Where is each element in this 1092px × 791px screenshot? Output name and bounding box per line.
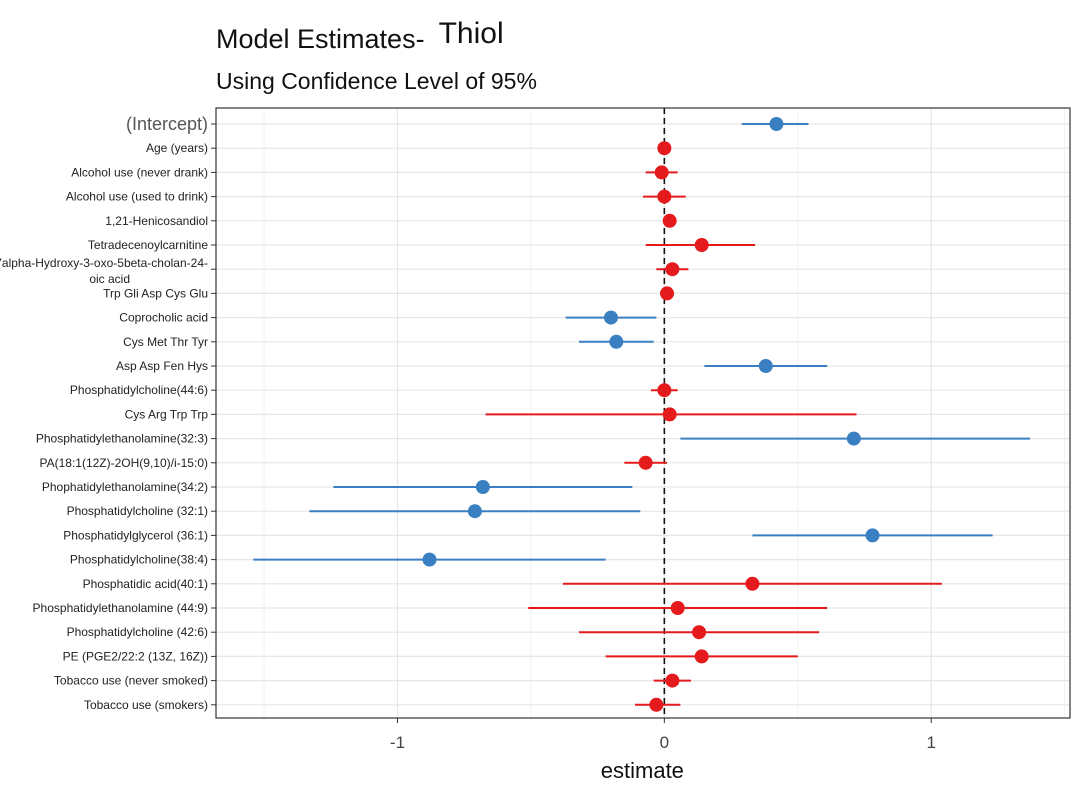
- y-tick-label: Phophatidylethanolamine(34:2): [42, 480, 208, 494]
- y-tick-label: Age (years): [146, 141, 208, 155]
- estimate-point: [654, 165, 669, 180]
- x-tick-label: -1: [390, 733, 405, 752]
- estimate-point: [769, 117, 784, 131]
- estimate-point: [657, 383, 672, 398]
- chart-title: Model Estimates- Thiol: [216, 17, 504, 56]
- estimate-point: [467, 504, 482, 519]
- y-tick-label: Alcohol use (never drank): [71, 165, 208, 179]
- estimate-point: [758, 359, 773, 373]
- y-tick-label: PE (PGE2/22:2 (13Z, 16Z)): [63, 649, 208, 663]
- estimate-point: [660, 286, 675, 301]
- y-tick-label: Phosphatidylethanolamine(32:3): [36, 432, 208, 446]
- estimate-point: [745, 576, 760, 591]
- y-tick-label: Alcohol use (used to drink): [66, 190, 208, 204]
- x-tick-label: 1: [926, 733, 935, 752]
- estimate-point: [649, 697, 664, 712]
- y-tick-label: (Intercept): [126, 114, 208, 134]
- estimate-point: [670, 601, 685, 615]
- y-tick-label: Cys Met Thr Tyr: [123, 335, 208, 349]
- y-tick-label: Phosphatidylcholine(38:4): [70, 553, 208, 567]
- estimate-point: [475, 480, 490, 494]
- estimate-point: [694, 649, 709, 664]
- x-axis-label: estimate: [601, 758, 684, 783]
- estimate-point: [657, 141, 672, 156]
- estimate-point: [603, 310, 618, 325]
- estimate-point: [638, 455, 653, 470]
- y-tick-label: Phosphatidic acid(40:1): [83, 577, 208, 591]
- y-axis-labels: (Intercept) Age (years) Alcohol use (never…: [0, 114, 216, 712]
- estimate-point: [665, 673, 680, 688]
- panel-border: [215, 107, 1071, 719]
- estimate-point: [609, 334, 624, 349]
- x-axis: -1 0 1 estimate: [390, 718, 936, 783]
- estimate-point: [657, 189, 672, 204]
- chart-title-topic: Thiol: [438, 17, 504, 50]
- estimate-point: [662, 407, 677, 422]
- y-tick-label: Phosphatidylcholine (32:1): [67, 504, 208, 518]
- y-tick-label: Phosphatidylethanolamine (44:9): [33, 601, 208, 615]
- x-tick-label: 0: [660, 733, 669, 752]
- y-tick-label: Coprocholic acid: [119, 311, 208, 325]
- y-tick-label: Phosphatidylcholine (42:6): [67, 625, 208, 639]
- y-tick-label: Phosphatidylglycerol (36:1): [63, 528, 208, 542]
- y-tick-label: Phosphatidylcholine(44:6): [70, 383, 208, 397]
- y-tick-label: Tobacco use (never smoked): [54, 674, 208, 688]
- estimate-point: [662, 213, 677, 228]
- estimate-point: [692, 625, 707, 640]
- y-tick-label: 7alpha-Hydroxy-3-oxo-5beta-cholan-24-oic…: [0, 256, 208, 286]
- y-tick-label: 1,21-Henicosandiol: [105, 214, 208, 228]
- estimate-point: [694, 238, 709, 252]
- estimate-point: [846, 431, 861, 446]
- chart-title-text: Model Estimates-: [216, 24, 425, 54]
- y-tick-label: Tetradecenoylcarnitine: [88, 238, 208, 252]
- y-tick-label: Trp Gli Asp Cys Glu: [103, 286, 208, 300]
- estimate-point: [422, 552, 437, 567]
- y-tick-label: Cys Arg Trp Trp: [125, 407, 209, 421]
- y-tick-label: Tobacco use (smokers): [84, 698, 208, 712]
- estimates: [253, 117, 1030, 712]
- y-tick-label: Asp Asp Fen Hys: [116, 359, 208, 373]
- chart-subtitle: Using Confidence Level of 95%: [216, 68, 537, 94]
- y-tick-label: PA(18:1(12Z)-2OH(9,10)/i-15:0): [39, 456, 208, 470]
- estimate-point: [665, 262, 680, 277]
- estimate-point: [865, 528, 880, 543]
- grid-lines: [216, 108, 1070, 718]
